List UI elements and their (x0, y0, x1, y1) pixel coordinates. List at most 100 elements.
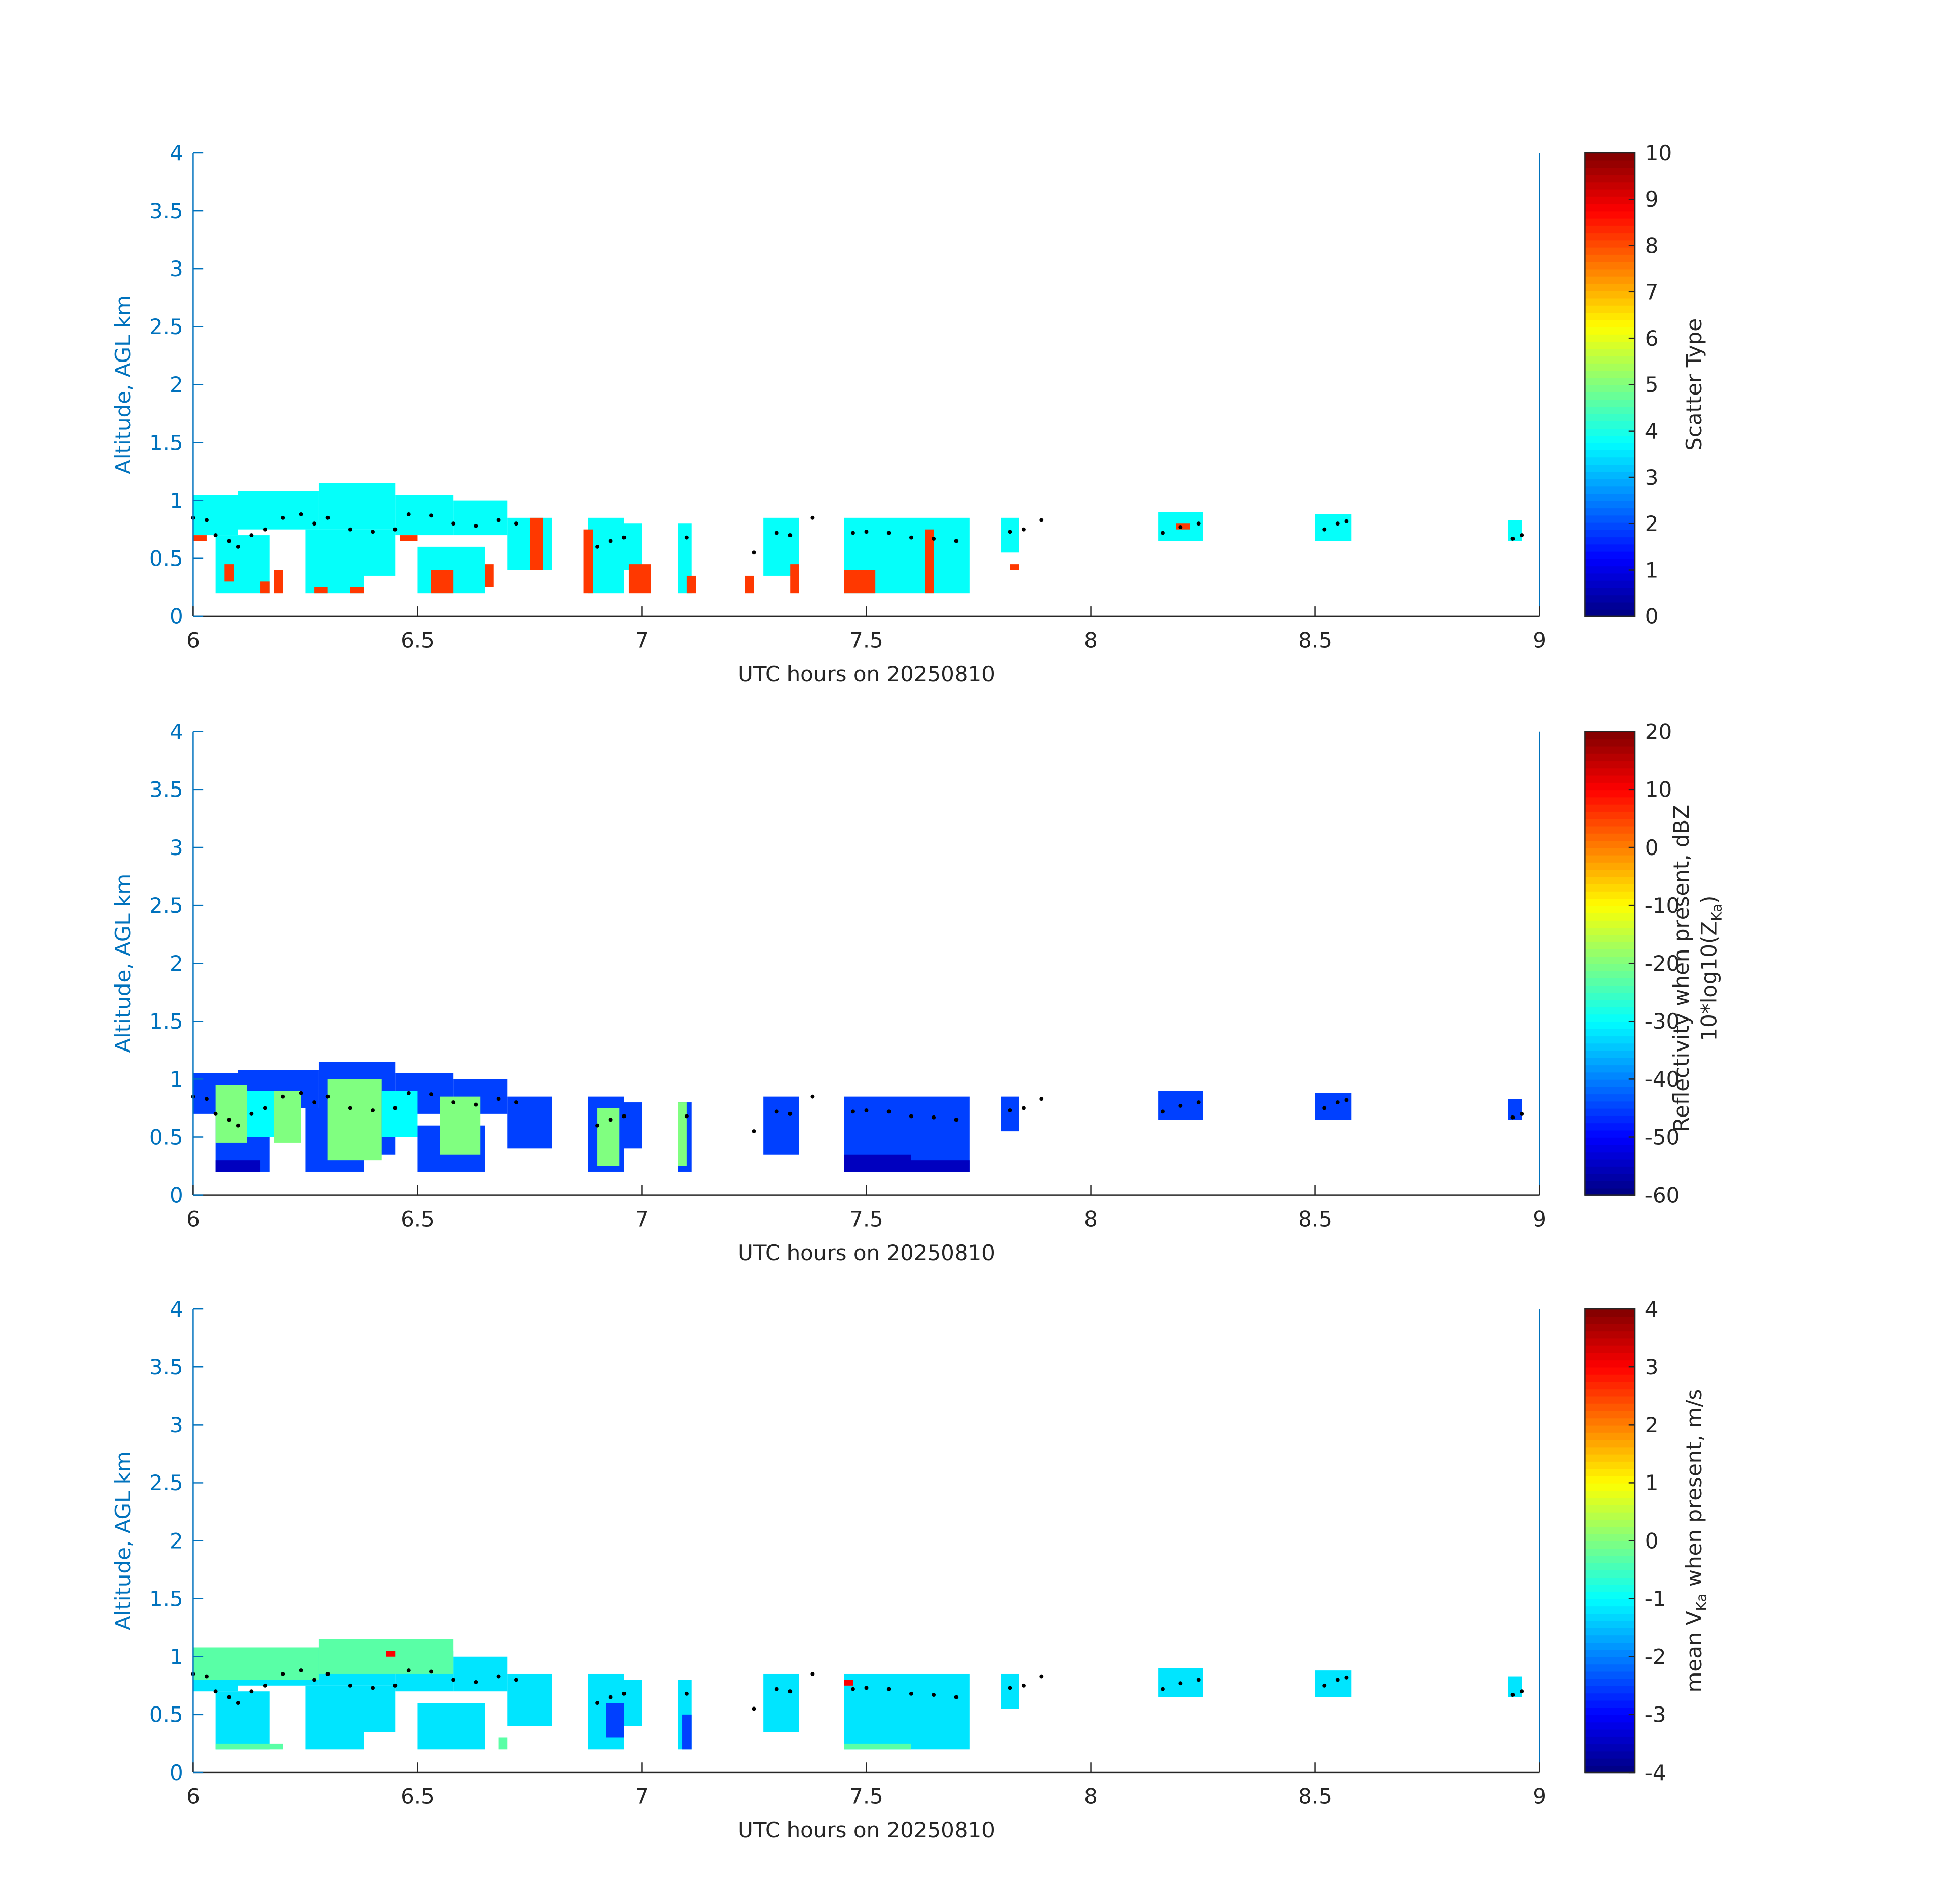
cloud-base-dot (1520, 1111, 1524, 1116)
cloud-base-dot (281, 1094, 285, 1099)
cell (1010, 564, 1019, 570)
colorbar-swatch (1585, 782, 1635, 791)
colorbar-swatch (1585, 348, 1635, 356)
cloud-base-dot (205, 1674, 209, 1679)
cloud-base-dot (312, 1678, 317, 1682)
colorbar-swatch (1585, 565, 1635, 574)
cell (583, 529, 593, 594)
colorbar-swatch (1585, 1188, 1635, 1196)
colorbar-swatch (1585, 1144, 1635, 1153)
cloud-base-dot (236, 544, 240, 549)
colorbar-swatch (1585, 1722, 1635, 1730)
colorbar-tick-label: 2 (1645, 1413, 1659, 1437)
colorbar-swatch (1585, 797, 1635, 805)
colorbar-swatch (1585, 1584, 1635, 1592)
cell (215, 1160, 261, 1172)
colorbar-swatch (1585, 804, 1635, 812)
colorbar-swatch (1585, 218, 1635, 226)
y-tick-label: 2 (170, 372, 183, 397)
colorbar-swatch (1585, 225, 1635, 234)
y-tick-label: 4 (170, 719, 183, 744)
cloud-base-dot (1178, 1681, 1183, 1686)
colorbar-label: Scatter Type (1682, 318, 1706, 451)
x-tick-label: 6 (186, 628, 200, 652)
cloud-base-dot (1039, 1097, 1044, 1101)
colorbar-swatch (1585, 1519, 1635, 1527)
colorbar-tick-label: 2 (1645, 511, 1659, 536)
colorbar-tick-label: 4 (1645, 1297, 1659, 1322)
colorbar-tick-label: -1 (1645, 1586, 1666, 1611)
colorbar-swatch (1585, 1664, 1635, 1672)
cell (453, 1656, 508, 1692)
cell (381, 1091, 418, 1137)
colorbar-swatch (1585, 1613, 1635, 1621)
colorbar-swatch (1585, 956, 1635, 964)
cell (763, 1673, 799, 1732)
colorbar-swatch (1585, 1497, 1635, 1505)
cloud-base-dot (788, 1689, 793, 1694)
colorbar-swatch (1585, 768, 1635, 776)
colorbar-swatch (1585, 1108, 1635, 1116)
cloud-base-dot (1008, 530, 1012, 534)
cloud-base-dot (608, 539, 613, 543)
cell (224, 564, 234, 582)
colorbar-swatch (1585, 507, 1635, 516)
cloud-base-dot (1039, 518, 1044, 522)
colorbar-swatch (1585, 420, 1635, 429)
cell (1315, 1093, 1352, 1120)
x-tick-label: 7 (635, 1206, 649, 1231)
colorbar-swatch (1585, 449, 1635, 458)
cloud-base-dot (429, 1669, 433, 1674)
colorbar-swatch (1585, 1418, 1635, 1426)
colorbar-tick-label: -10 (1645, 893, 1680, 918)
x-tick-label: 7.5 (849, 1206, 883, 1231)
colorbar-swatch (1585, 283, 1635, 291)
y-axis-label: Altitude, AGL km (111, 874, 136, 1053)
colorbar-swatch (1585, 1152, 1635, 1160)
y-tick-label: 1 (170, 488, 183, 513)
colorbar-swatch (1585, 1548, 1635, 1556)
cloud-base-dot (1178, 525, 1183, 530)
colorbar-swatch (1585, 1707, 1635, 1716)
x-tick-label: 9 (1533, 628, 1546, 652)
cloud-base-dot (429, 1092, 433, 1097)
colorbar-tick-label: 5 (1645, 372, 1659, 397)
colorbar-swatch (1585, 1101, 1635, 1109)
colorbar-swatch (1585, 1656, 1635, 1665)
colorbar-swatch (1585, 1671, 1635, 1679)
colorbar-label-text: mean VKa when present, m/s (1682, 1389, 1710, 1693)
colorbar-swatch (1585, 1137, 1635, 1145)
cloud-base-dot (788, 1111, 793, 1116)
colorbar-swatch (1585, 471, 1635, 480)
colorbar-swatch (1585, 595, 1635, 603)
cell (911, 1673, 970, 1750)
colorbar-swatch (1585, 261, 1635, 270)
colorbar-swatch (1585, 833, 1635, 841)
y-tick-label: 0 (170, 604, 183, 629)
colorbar-tick-label: 3 (1645, 1355, 1659, 1380)
cloud-base-dot (622, 1114, 627, 1119)
colorbar-swatch (1585, 1122, 1635, 1131)
cloud-base-dot (684, 1691, 689, 1696)
colorbar-swatch (1585, 551, 1635, 559)
cloud-base-dot (810, 1094, 815, 1099)
colorbar-swatch (1585, 1159, 1635, 1167)
colorbar-swatch (1585, 399, 1635, 407)
x-tick-label: 9 (1533, 1784, 1546, 1809)
cloud-base-dot (684, 1114, 689, 1119)
colorbar-swatch (1585, 203, 1635, 212)
colorbar-swatch (1585, 1330, 1635, 1339)
colorbar-swatch (1585, 1693, 1635, 1701)
cell (260, 581, 270, 594)
cloud-base-dot (451, 1678, 456, 1682)
cloud-base-dot (262, 1683, 267, 1688)
x-tick-label: 9 (1533, 1206, 1546, 1231)
cloud-base-dot (684, 535, 689, 540)
colorbar-swatch (1585, 1050, 1635, 1058)
cell (844, 1680, 853, 1686)
cloud-base-dot (909, 1691, 913, 1696)
y-tick-label: 4 (170, 141, 183, 166)
colorbar-swatch (1585, 247, 1635, 255)
colorbar-swatch (1585, 1014, 1635, 1022)
cloud-base-dot (1510, 1115, 1515, 1120)
